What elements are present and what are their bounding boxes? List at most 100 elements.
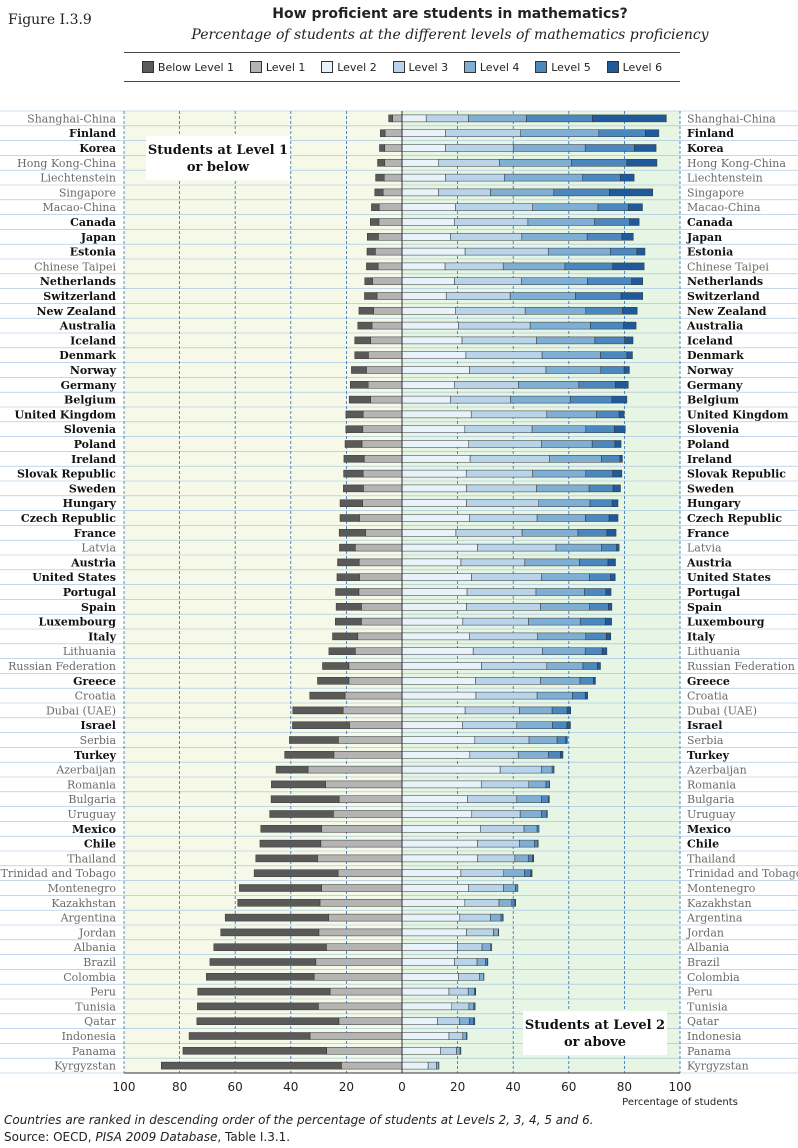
bar-segment [536,336,596,345]
legend-item-level-3: Level 3 [392,61,448,74]
bar-segment [344,440,363,448]
bar-segment [532,203,599,211]
country-label-right: Slovak Republic [687,468,786,481]
bar-segment [628,203,643,211]
country-label-left: Turkey [74,749,117,762]
bar-segment [500,913,504,922]
country-label-left: Kyrgyzstan [54,1060,116,1073]
x-tick-label: 0 [398,1080,406,1094]
bar-segment [401,144,446,152]
bar-segment [457,943,483,951]
bar-segment [401,469,467,478]
country-label-right: Qatar [687,1015,720,1028]
bar-segment [354,351,369,359]
bar-segment [623,366,630,374]
bar-segment [337,558,360,567]
bar-segment [326,1047,403,1055]
legend: Below Level 1 Level 1 Level 2 Level 3 Le… [124,52,680,82]
bar-segment [328,913,403,922]
bar-segment [612,469,623,478]
legend-item-level-6: Level 6 [606,61,662,74]
legend-item-level-5: Level 5 [535,61,591,74]
bar-segment [348,395,371,404]
bar-segment [584,144,635,152]
bar-segment [622,307,638,315]
bar-segment [401,1002,453,1011]
bar-segment [401,632,470,641]
country-label-left: Lithuania [63,645,117,658]
country-label-left: Russian Federation [8,660,116,673]
bar-segment [600,366,625,374]
country-label-right: Macao-China [687,201,761,214]
bar-segment [541,765,553,774]
annotation-level-1-or-below-text: or below [187,160,250,175]
bar-segment [371,321,403,330]
bar-segment [318,1002,403,1011]
x-tick-label: 60 [228,1080,243,1094]
bar-segment [401,558,462,567]
country-label-left: Macao-China [42,201,116,214]
bar-segment [459,1017,470,1025]
bar-segment [608,603,613,611]
legend-swatch [249,61,262,73]
bar-segment [401,795,468,803]
country-label-left: Israel [81,719,116,732]
bar-segment [519,706,553,715]
bar-segment [401,928,467,937]
bar-segment [521,277,588,285]
bar-segment [307,765,403,774]
bar-segment [514,899,516,907]
bar-segment [597,662,601,670]
bar-segment [480,825,525,833]
bar-segment [325,780,403,789]
bar-segment [355,543,403,552]
bar-segment [503,884,516,892]
bar-segment [427,1061,437,1070]
country-label-left: Serbia [80,734,117,747]
country-label-left: Albania [73,941,117,954]
bar-segment [578,381,616,389]
country-label-right: Hong Kong-China [687,157,786,170]
country-label-left: Finland [69,127,116,140]
country-label-right: Azerbaijan [686,764,747,777]
bar-segment [481,662,548,670]
bar-segment [337,869,403,877]
bar-segment [454,958,478,966]
country-label-right: Liechtenstein [687,172,763,185]
bar-segment [370,395,403,404]
bar-segment [585,469,613,478]
bar-segment [401,173,446,182]
country-label-right: Austria [686,556,732,569]
legend-label: Level 4 [479,60,520,74]
bar-segment [220,928,320,937]
bar-segment [436,1061,439,1070]
country-label-left: Italy [88,630,117,643]
country-label-left: Slovak Republic [17,468,116,481]
bar-segment [551,765,555,774]
legend-label: Below Level 1 [157,60,235,74]
bar-segment [313,973,403,981]
bar-segment [375,247,403,256]
bar-segment [545,366,602,374]
bar-segment [534,839,539,848]
country-label-right: United States [687,571,771,584]
bar-segment [378,233,403,241]
bar-segment [480,780,530,789]
bar-segment [614,425,626,433]
source-database: PISA 2009 Database [95,1130,218,1144]
chart-title: How proficient are students in mathemati… [272,6,628,22]
country-label-left: Latvia [81,542,116,555]
bar-segment [401,425,466,433]
bar-segment [468,1002,474,1011]
bar-segment [345,410,364,419]
bar-segment [401,884,469,892]
bar-segment [448,1032,464,1040]
bar-segment [448,987,469,996]
country-label-left: Greece [73,675,116,688]
country-label-left: Thailand [67,852,116,865]
bar-segment [336,573,360,581]
bar-segment [490,943,493,951]
bar-segment [315,958,403,966]
country-label-left: Romania [67,778,116,791]
bar-segment [620,173,635,182]
